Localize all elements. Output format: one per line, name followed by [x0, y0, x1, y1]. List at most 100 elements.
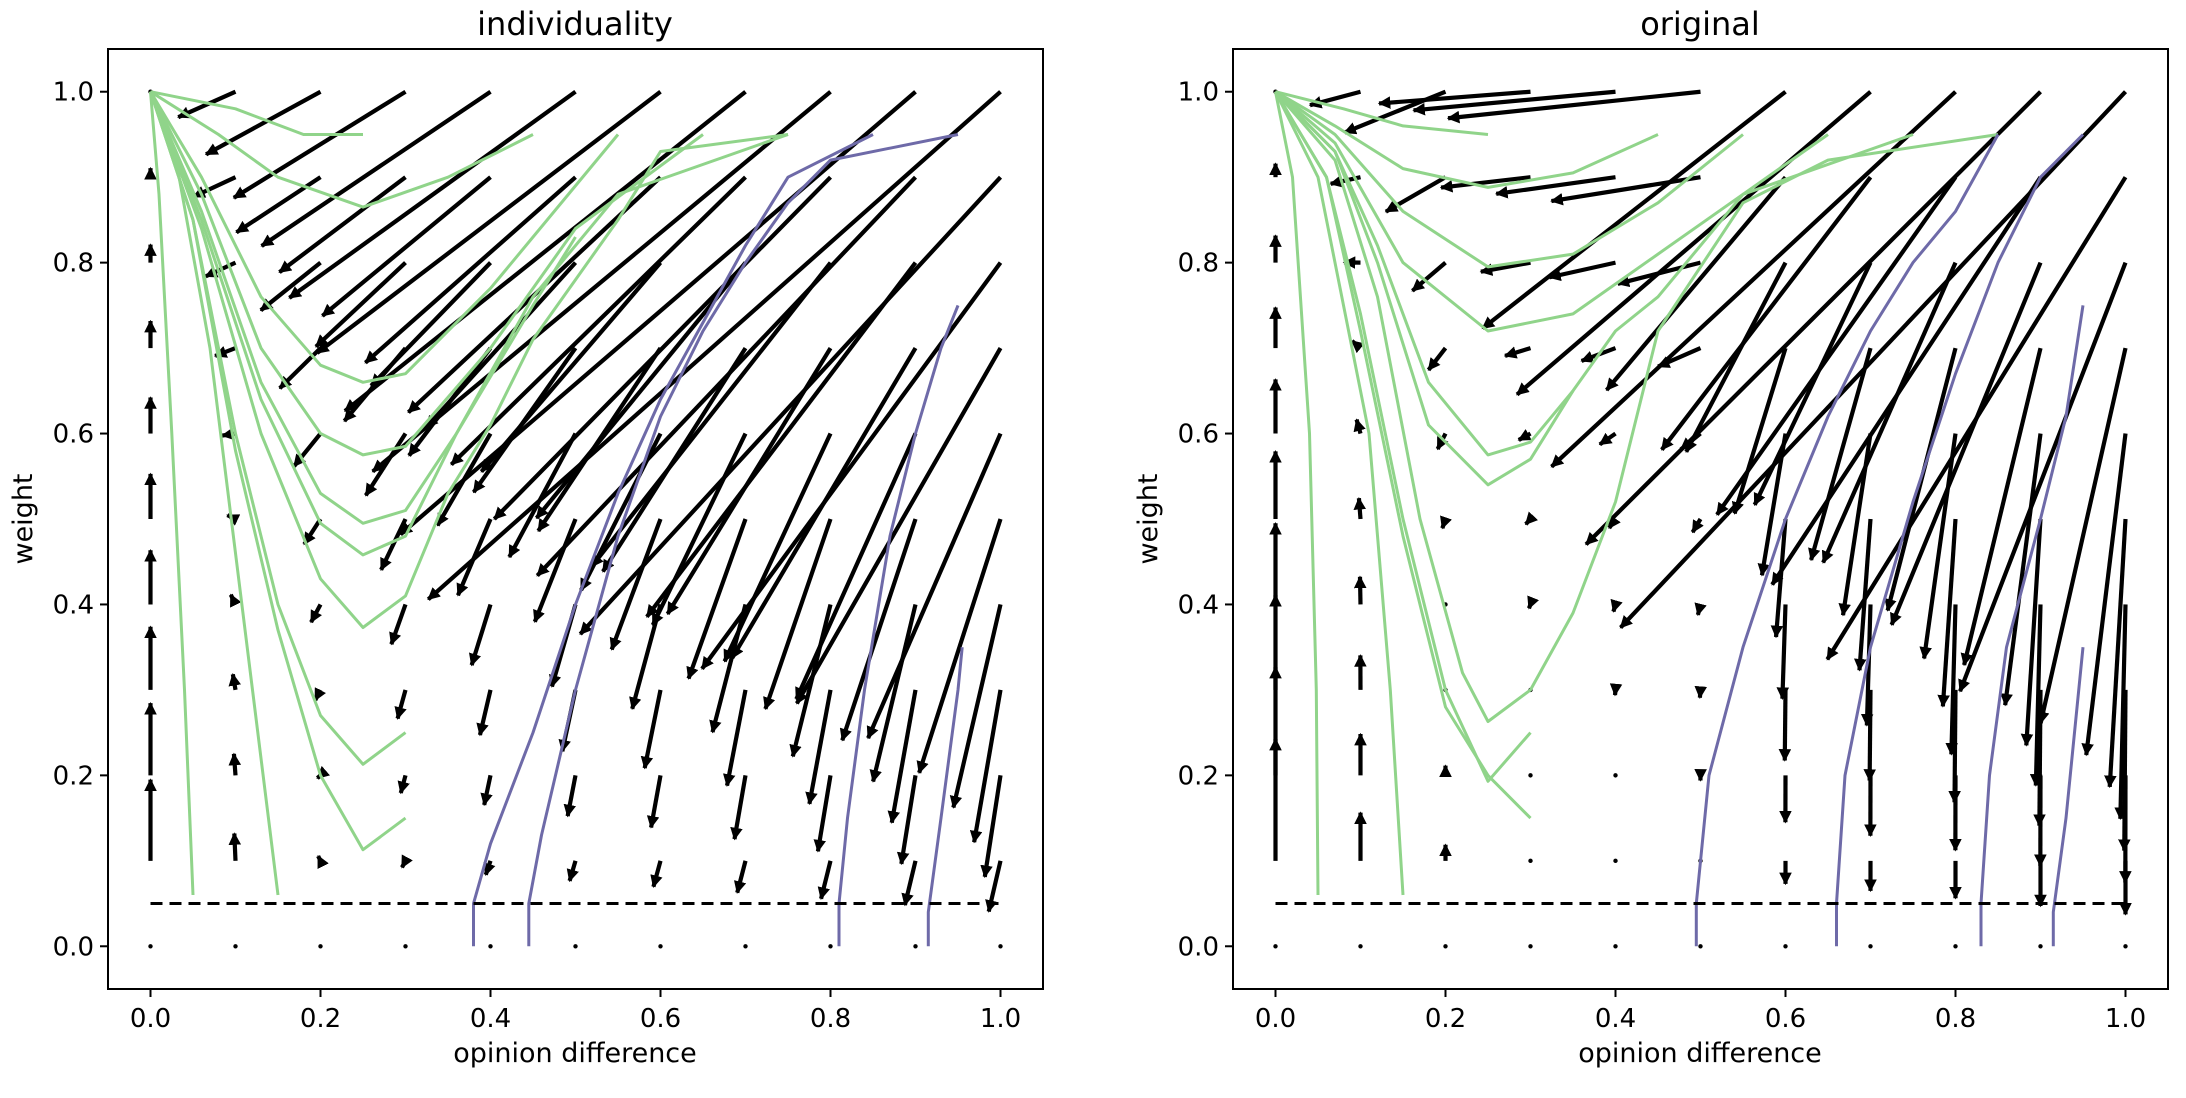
x-tick-label: 0.4	[1595, 1004, 1636, 1034]
quiver-arrow	[343, 90, 747, 413]
quiver-arrow	[260, 89, 492, 248]
quiver-arrow	[730, 775, 748, 841]
quiver-arrow	[2036, 347, 2128, 725]
quiver-arrow	[2114, 604, 2128, 821]
quiver-arrow	[1481, 90, 1787, 330]
axes-frame	[107, 48, 1044, 990]
x-tick-label: 0.6	[1765, 1004, 1806, 1034]
quiver-arrow	[1960, 347, 2043, 667]
trajectory-line	[1274, 90, 1914, 457]
quiver-arrow	[302, 517, 323, 546]
quiver-arrow	[723, 689, 748, 787]
y-tick-label: 0.0	[1178, 932, 1219, 962]
quiver-arrow	[318, 944, 323, 949]
quiver-arrow	[1353, 418, 1366, 435]
quiver-arrow	[1660, 175, 1873, 451]
quiver-arrow	[1550, 175, 1701, 206]
quiver-arrow	[2029, 604, 2043, 787]
quiver-arrow	[1821, 261, 1958, 564]
trajectory-line	[149, 91, 789, 525]
trajectory-line	[472, 133, 874, 947]
quiver-arrow	[1503, 346, 1532, 359]
quiver-arrow	[1808, 347, 1873, 562]
quiver-arrow	[949, 603, 1003, 809]
y-tick-label: 0.6	[53, 420, 94, 450]
y-tick-label: 0.6	[1178, 420, 1219, 450]
trajectory-line	[527, 133, 959, 947]
quiver-arrow	[1439, 175, 1531, 193]
quiver-arrow	[426, 90, 1002, 601]
trajectory-line	[1274, 91, 1405, 896]
quiver-arrow	[1919, 433, 1958, 660]
quiver-arrow	[1479, 260, 1531, 276]
y-tick-label: 1.0	[53, 78, 94, 108]
y-tick-label: 0.0	[53, 932, 94, 962]
quiver-arrow	[507, 432, 578, 559]
quiver-arrow	[1528, 773, 1533, 778]
quiver-arrow	[763, 518, 833, 711]
quiver-arrow	[2123, 944, 2128, 949]
quiver-arrow	[916, 518, 1003, 774]
quiver-arrow	[1273, 944, 1278, 949]
trajectory-line	[149, 91, 577, 557]
quiver-arrow	[1426, 346, 1448, 372]
quiver-arrow	[400, 854, 413, 869]
quiver-arrow	[534, 261, 748, 520]
x-tick-label: 0.4	[470, 1004, 511, 1034]
y-tick-label: 1.0	[1178, 78, 1219, 108]
quiver-arrow	[794, 432, 918, 701]
trajectory-line	[1694, 133, 2000, 947]
trajectory-line	[1835, 133, 2085, 947]
quiver-arrow	[1494, 175, 1616, 199]
quiver-arrow	[1613, 858, 1618, 864]
quiver-arrow	[394, 689, 408, 720]
trajectory-line	[149, 91, 704, 457]
quiver-arrow	[700, 261, 1003, 670]
quiver-arrow	[563, 774, 578, 818]
trajectory-line	[1274, 91, 1320, 896]
quiver-arrow	[364, 432, 408, 497]
trajectory-line	[2051, 647, 2085, 947]
y-tick-label: 0.4	[53, 590, 94, 620]
trajectory-line	[1274, 90, 1532, 820]
trajectory-line	[1274, 90, 1829, 333]
panel-original: original opinion difference weight 0.0 0.…	[1133, 5, 2169, 1069]
quiver-arrow	[887, 689, 918, 824]
y-tick-label: 0.2	[1178, 761, 1219, 791]
trajectory-line	[149, 90, 534, 209]
quiver-arrow	[566, 860, 579, 883]
quiver-arrow	[1694, 685, 1708, 699]
quiver-arrow	[259, 260, 322, 312]
y-tick-label: 0.2	[53, 761, 94, 791]
quiver-arrow	[1619, 90, 2128, 629]
quiver-arrow	[896, 775, 918, 866]
quiver-arrow	[1778, 689, 1792, 762]
trajectory-line	[837, 304, 960, 947]
quiver-arrow	[321, 175, 492, 318]
quiver-arrow	[371, 90, 832, 474]
quiver-arrow	[313, 687, 327, 702]
quiver-arrow	[1694, 602, 1707, 617]
quiver-arrow	[2081, 433, 2128, 757]
quiver-arrow	[1517, 429, 1532, 442]
quiver-arrow	[590, 261, 833, 568]
y-tick-label: 0.8	[53, 249, 94, 279]
quiver-arrow	[646, 774, 663, 829]
quiver-arrow	[235, 175, 322, 235]
x-tick-label: 1.0	[980, 1004, 1021, 1034]
x-axis-label: opinion difference	[1578, 1038, 1822, 1069]
quiver-arrow	[2118, 689, 2131, 852]
quiver-arrow	[364, 175, 577, 365]
quiver-arrow	[1731, 347, 1788, 515]
quiver-arrow	[1528, 944, 1533, 949]
x-tick-label: 0.0	[130, 1004, 171, 1034]
quiver-arrow	[314, 261, 407, 349]
quiver-arrow	[2104, 518, 2128, 789]
trajectory-line	[1274, 90, 1744, 269]
quiver-arrow	[1377, 89, 1531, 109]
quiver-arrow	[278, 346, 322, 390]
quiver-arrow	[278, 175, 407, 274]
x-tick-label: 0.2	[300, 1004, 341, 1034]
quiver-arrow	[483, 860, 496, 876]
